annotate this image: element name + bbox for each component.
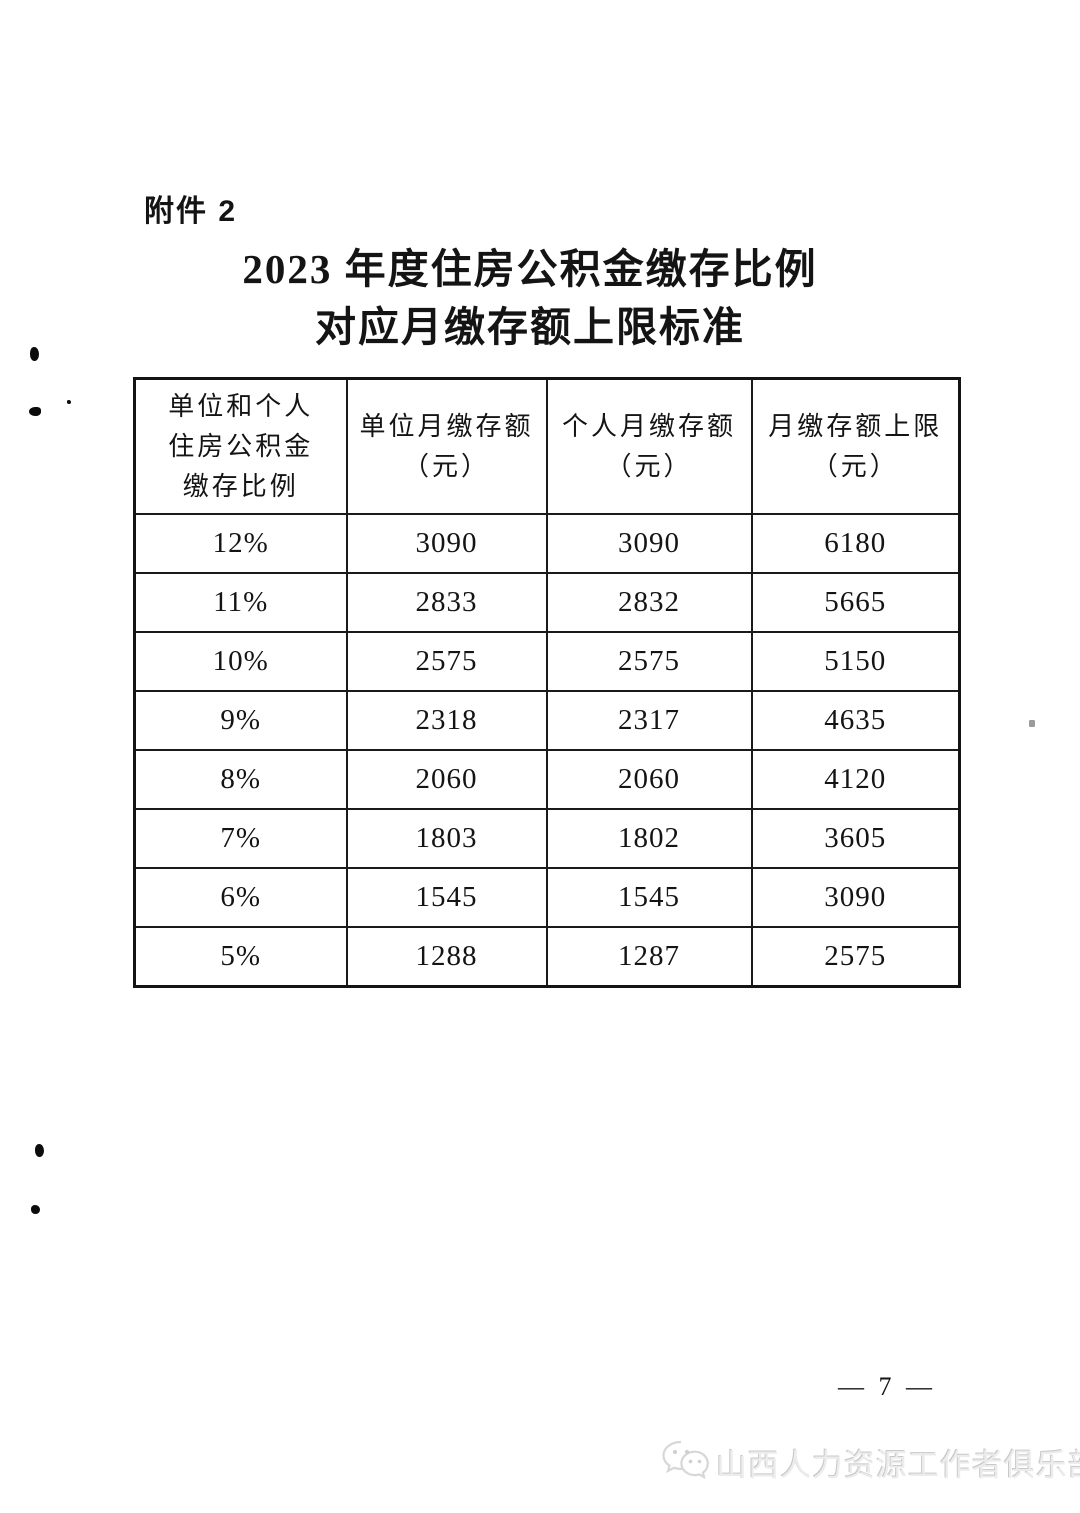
table-cell: 11% <box>133 572 348 633</box>
table-cell: 5665 <box>750 572 961 633</box>
header-text: 个人月缴存额 <box>561 411 736 441</box>
title-line-2: 对应月缴存额上限标准 <box>315 304 745 350</box>
table-cell: 1545 <box>345 867 548 928</box>
wechat-icon <box>660 1438 710 1487</box>
table-cell: 8% <box>133 749 348 810</box>
table-cell: 7% <box>133 808 348 869</box>
table-row: 11% 2833 2832 5665 <box>133 572 961 633</box>
table-cell: 12% <box>133 513 348 574</box>
table-row: 9% 2318 2317 4635 <box>133 690 961 751</box>
header-text: 月缴存额上限 <box>768 411 943 441</box>
table-cell: 1545 <box>545 867 753 928</box>
table-cell: 3605 <box>750 808 961 869</box>
table-cell: 5% <box>133 926 348 988</box>
table-row: 5% 1288 1287 2575 <box>133 926 961 988</box>
ink-speck <box>31 1205 40 1214</box>
watermark: 山西人力资源工作者俱乐部 <box>660 1438 1080 1487</box>
header-cell-employer-amount: 单位月缴存额 （元） <box>345 377 548 515</box>
page-number: — 7 — <box>838 1372 936 1401</box>
attachment-label: 附件 2 <box>144 195 238 228</box>
table-cell: 1287 <box>545 926 753 988</box>
table-cell: 9% <box>133 690 348 751</box>
table-cell: 6180 <box>750 513 961 574</box>
header-cell-personal-amount: 个人月缴存额 （元） <box>545 377 753 515</box>
table-cell: 1288 <box>345 926 548 988</box>
ink-speck <box>35 1144 44 1157</box>
table-row: 6% 1545 1545 3090 <box>133 867 961 928</box>
table-cell: 2832 <box>545 572 753 633</box>
contribution-table: 单位和个人 住房公积金 缴存比例 单位月缴存额 （元） 个人月缴存额 （元） 月… <box>133 377 961 988</box>
table-cell: 4120 <box>750 749 961 810</box>
table-cell: 2575 <box>545 631 753 692</box>
header-cell-monthly-cap: 月缴存额上限 （元） <box>750 377 961 515</box>
table-row: 10% 2575 2575 5150 <box>133 631 961 692</box>
contribution-table-wrap: 单位和个人 住房公积金 缴存比例 单位月缴存额 （元） 个人月缴存额 （元） 月… <box>133 377 961 988</box>
table-cell: 3090 <box>545 513 753 574</box>
header-text: 单位月缴存额 <box>359 411 534 441</box>
table-cell: 2318 <box>345 690 548 751</box>
ink-speck <box>67 400 71 404</box>
ink-speck <box>30 347 39 361</box>
table-cell: 1802 <box>545 808 753 869</box>
title-line-1: 2023 年度住房公积金缴存比例 <box>242 246 818 292</box>
table-cell: 10% <box>133 631 348 692</box>
header-text: 单位和个人 <box>168 391 314 421</box>
header-text: 缴存比例 <box>182 471 299 501</box>
header-cell-ratio: 单位和个人 住房公积金 缴存比例 <box>133 377 348 515</box>
table-cell: 2317 <box>545 690 753 751</box>
header-text: （元） <box>811 451 899 481</box>
table-header-row: 单位和个人 住房公积金 缴存比例 单位月缴存额 （元） 个人月缴存额 （元） 月… <box>133 377 961 515</box>
watermark-text: 山西人力资源工作者俱乐部 <box>716 1448 1080 1483</box>
table-cell: 5150 <box>750 631 961 692</box>
table-row: 8% 2060 2060 4120 <box>133 749 961 810</box>
table-cell: 2060 <box>345 749 548 810</box>
table-cell: 6% <box>133 867 348 928</box>
header-text: （元） <box>605 451 693 481</box>
table-cell: 2833 <box>345 572 548 633</box>
table-cell: 4635 <box>750 690 961 751</box>
table-row: 12% 3090 3090 6180 <box>133 513 961 574</box>
table-cell: 2060 <box>545 749 753 810</box>
ink-speck <box>29 407 41 416</box>
header-text: （元） <box>402 451 490 481</box>
table-cell: 3090 <box>750 867 961 928</box>
table-row: 7% 1803 1802 3605 <box>133 808 961 869</box>
header-text: 住房公积金 <box>168 431 314 461</box>
table-cell: 3090 <box>345 513 548 574</box>
table-cell: 1803 <box>345 808 548 869</box>
table-cell: 2575 <box>750 926 961 988</box>
document-title: 2023 年度住房公积金缴存比例 对应月缴存额上限标准 <box>0 240 1060 356</box>
ink-speck <box>1029 720 1035 727</box>
table-cell: 2575 <box>345 631 548 692</box>
